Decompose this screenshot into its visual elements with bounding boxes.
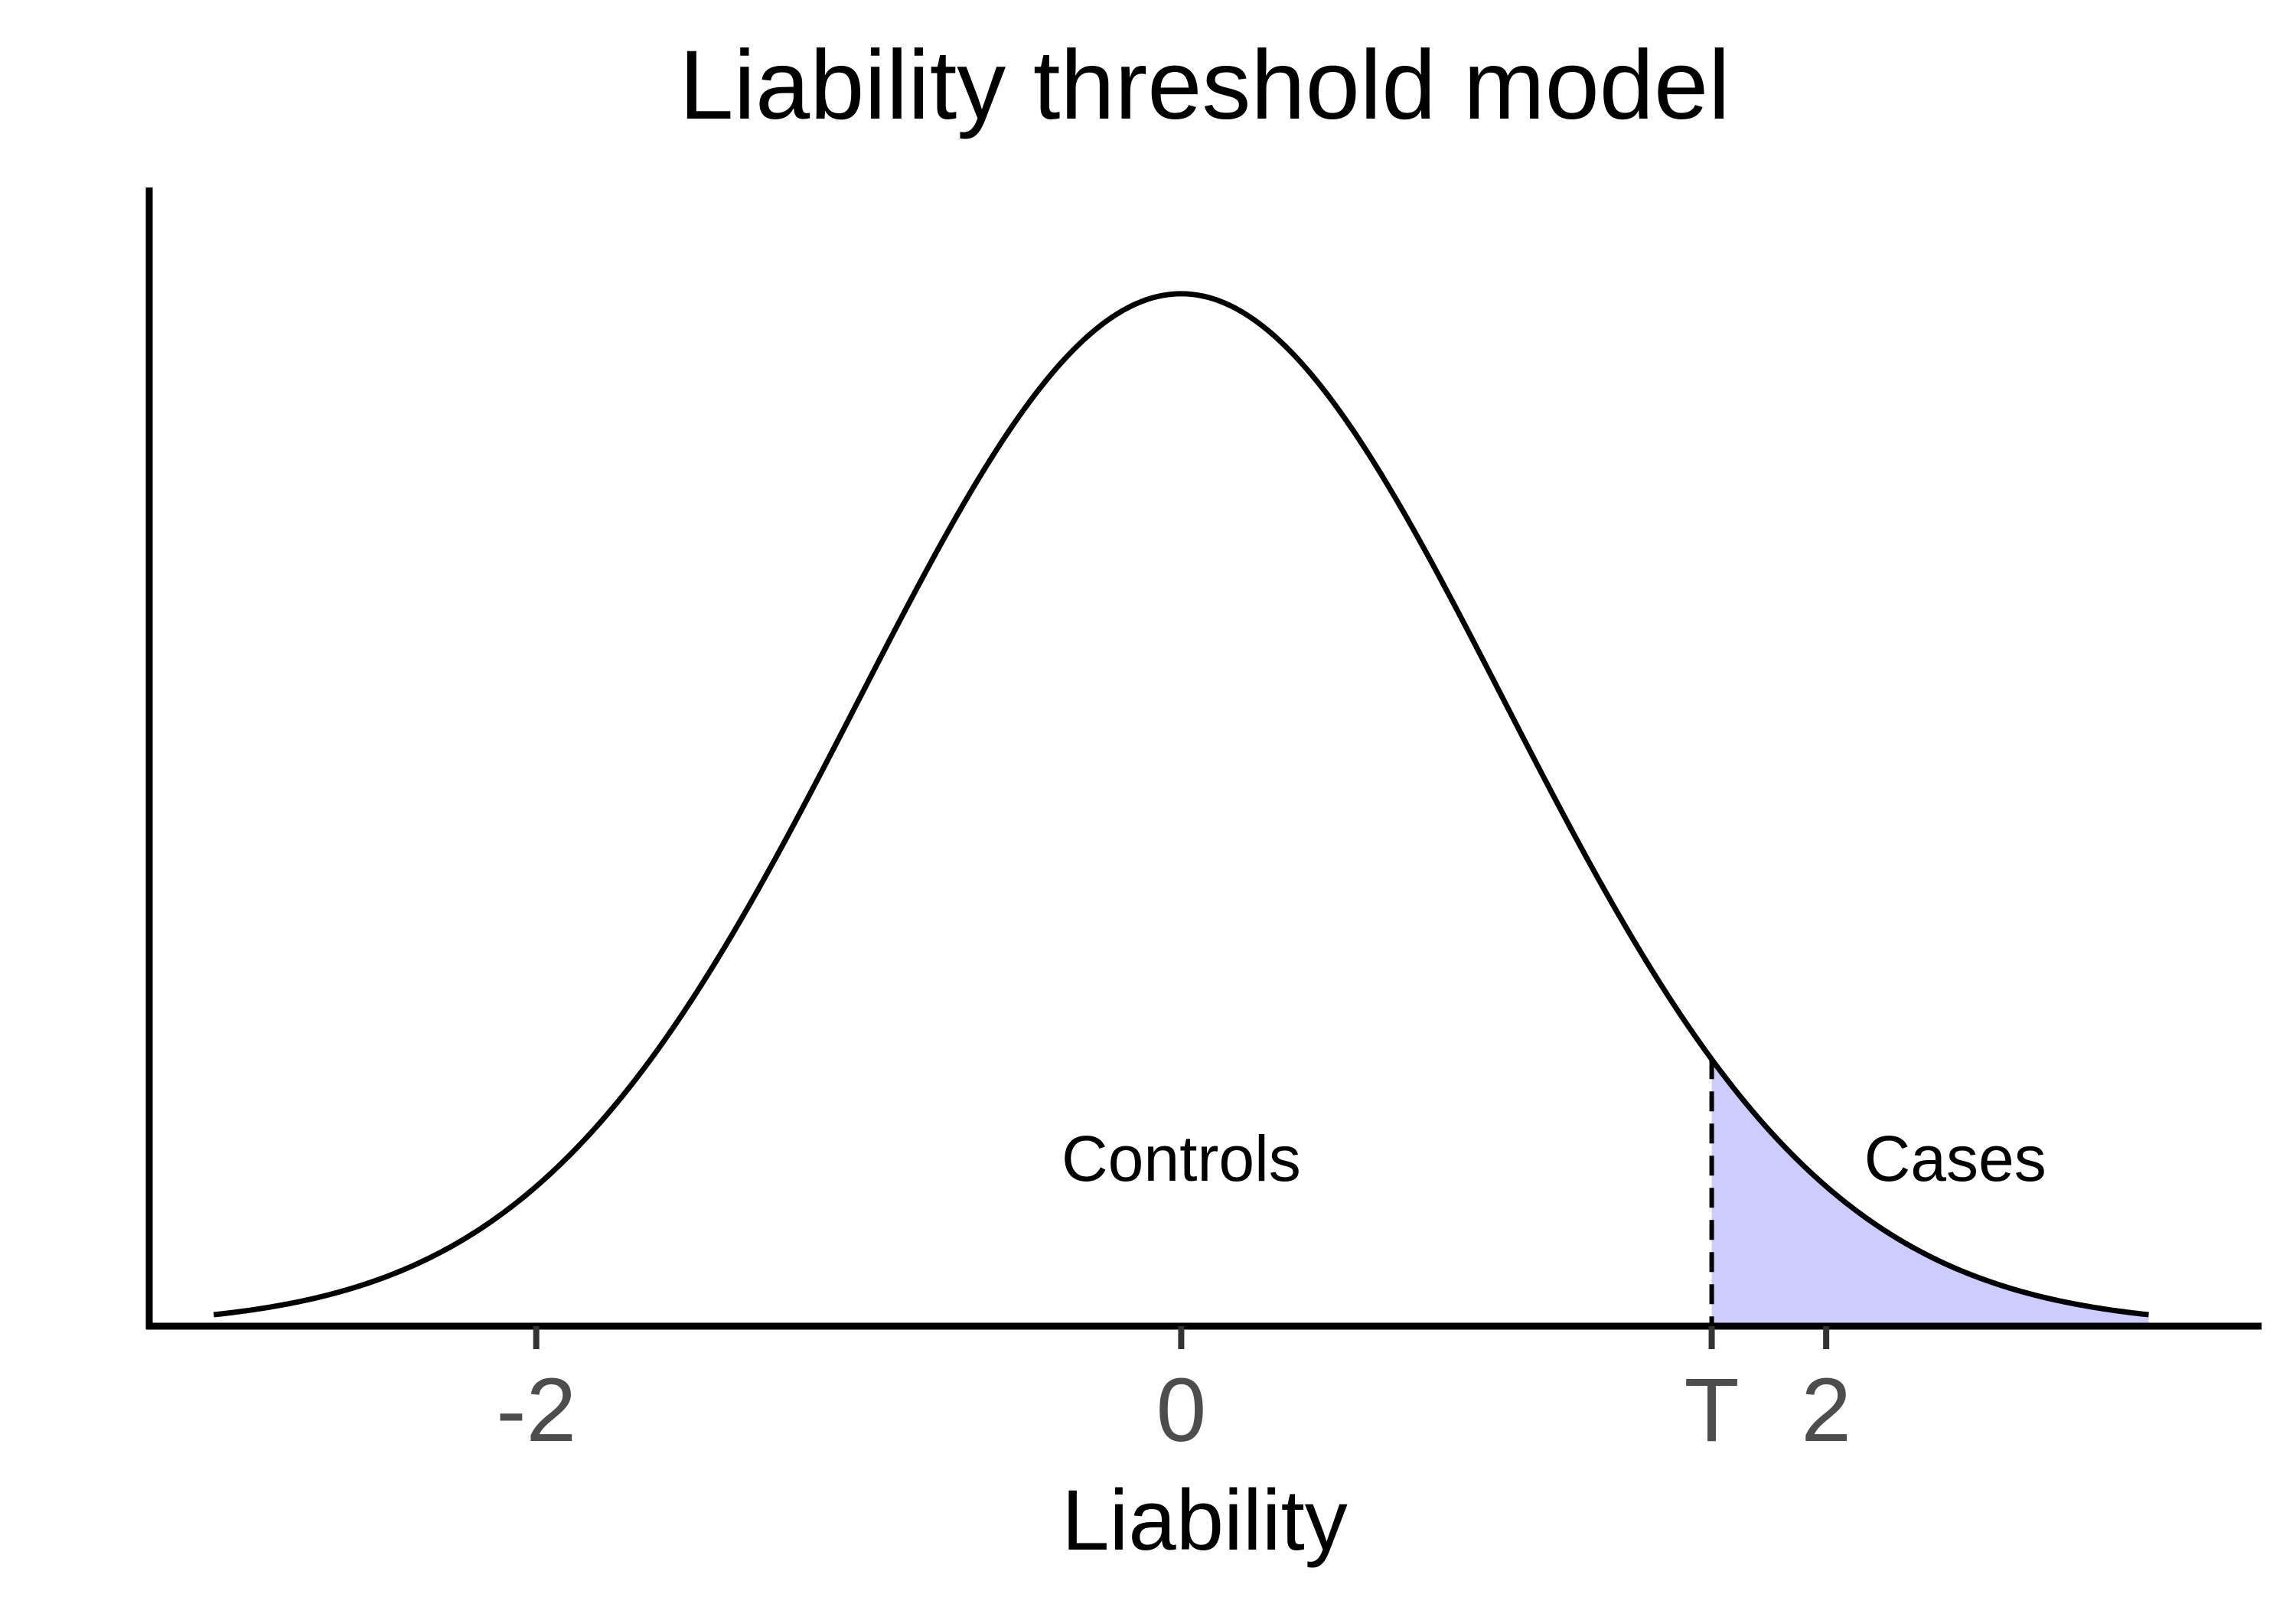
x-tick-label: 0 [1156,1360,1207,1461]
x-tick-label: 2 [1801,1360,1851,1461]
x-axis-label: Liability [1062,1472,1348,1568]
density-curve [213,291,2149,1318]
cases-label: Cases [1864,1123,2047,1195]
controls-label: Controls [1062,1123,1301,1195]
x-tick-label: -2 [496,1360,576,1461]
x-tick-label: T [1684,1360,1740,1461]
cases-shaded-area [1711,1059,2149,1326]
x-ticks: -2 0 T 2 [496,1326,1851,1461]
chart-title: Liability threshold model [679,31,1730,140]
